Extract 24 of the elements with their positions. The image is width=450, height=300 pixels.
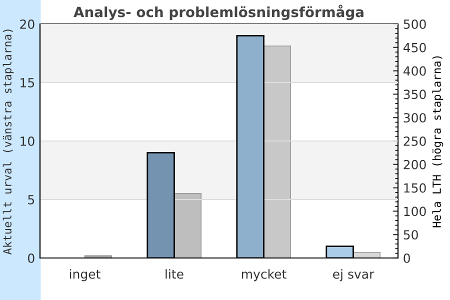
y-tick-label: 10 (20, 136, 34, 146)
x-tick-label: ej svar (333, 269, 374, 282)
y2-tick-label: 450 (403, 42, 426, 52)
y-tick-label: 15 (20, 78, 34, 88)
y2-tick-label: 100 (404, 206, 426, 216)
y-axis-title: Aktuellt urval (vänstra staplarna) (2, 30, 14, 255)
x-tick-label: lite (166, 269, 184, 279)
y-tick-label: 0 (28, 253, 34, 263)
y2-tick-label: 250 (404, 136, 426, 146)
x-tick-label: inget (70, 269, 100, 282)
y2-tick-label: 200 (404, 160, 426, 170)
y2-tick-label: 500 (404, 19, 426, 29)
y2-tick-label: 0 (404, 253, 410, 263)
y2-tick-label: 400 (403, 66, 426, 76)
y2-tick-label: 150 (404, 183, 426, 193)
y2-axis-title: Hela LTH (högra staplarna) (432, 56, 444, 228)
chart-title: Analys- och problemlösningsförmåga (74, 4, 364, 20)
x-tick-label: mycket (242, 269, 286, 282)
y2-tick-label: 350 (404, 90, 426, 100)
y-tick-label: 20 (20, 19, 34, 29)
y2-tick-label: 50 (404, 230, 418, 240)
y2-tick-label: 300 (404, 113, 426, 123)
y-tick-label: 5 (28, 195, 34, 204)
bar (84, 255, 112, 258)
